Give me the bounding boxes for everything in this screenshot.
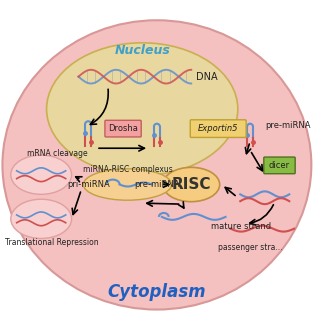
Text: miRNA-RISC complexus: miRNA-RISC complexus: [83, 165, 172, 174]
Ellipse shape: [11, 199, 72, 238]
FancyBboxPatch shape: [105, 120, 141, 137]
FancyBboxPatch shape: [190, 120, 246, 138]
Text: passenger stra...: passenger stra...: [218, 243, 282, 252]
Text: pre-miRNA: pre-miRNA: [265, 121, 310, 130]
Ellipse shape: [11, 155, 72, 194]
Text: pri-miRNA: pri-miRNA: [67, 180, 110, 188]
Text: RISC: RISC: [172, 177, 211, 192]
Text: mRNA cleavage: mRNA cleavage: [28, 148, 88, 158]
Ellipse shape: [47, 43, 238, 175]
Text: Cytoplasm: Cytoplasm: [108, 284, 206, 301]
Text: mature strand: mature strand: [211, 222, 271, 231]
Text: DNA: DNA: [196, 72, 218, 82]
FancyBboxPatch shape: [264, 157, 295, 174]
Ellipse shape: [83, 169, 172, 200]
Ellipse shape: [163, 167, 220, 202]
Ellipse shape: [3, 20, 311, 309]
Text: Nucleus: Nucleus: [114, 44, 170, 57]
Text: Translational Repression: Translational Repression: [5, 238, 99, 247]
Text: dicer: dicer: [269, 161, 290, 170]
Text: Drosha: Drosha: [108, 124, 138, 133]
Text: Exportin5: Exportin5: [198, 124, 238, 133]
Text: pre-miRNA: pre-miRNA: [134, 180, 180, 188]
